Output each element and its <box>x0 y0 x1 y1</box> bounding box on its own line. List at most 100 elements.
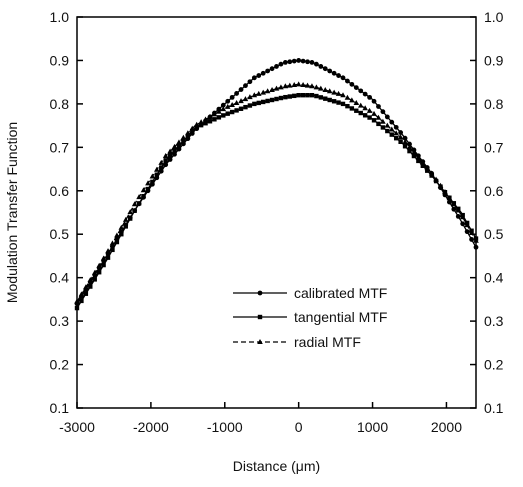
series-point <box>225 111 230 116</box>
series-point <box>398 130 404 135</box>
series-point <box>362 91 368 97</box>
series-point <box>105 248 111 254</box>
series-point <box>145 186 151 192</box>
series-point <box>398 139 403 144</box>
series-point <box>420 159 426 165</box>
series-point <box>318 85 324 91</box>
series-point <box>446 195 453 201</box>
series-point <box>416 158 421 164</box>
series-point <box>345 103 350 109</box>
series-point <box>118 224 125 230</box>
series-layer <box>74 58 479 311</box>
series-point <box>406 144 413 150</box>
series-point <box>159 165 164 170</box>
series-point <box>282 59 288 65</box>
series-point <box>393 124 399 130</box>
series-point <box>278 84 284 90</box>
y-tick-label-right: 0.6 <box>484 183 504 199</box>
series-point <box>389 132 394 137</box>
series-point <box>265 68 271 74</box>
series-tangential-mtf <box>74 93 479 311</box>
series-point <box>451 206 457 212</box>
series-point <box>221 113 226 118</box>
series-point <box>464 229 470 235</box>
series-point <box>331 89 337 95</box>
series-point <box>167 157 173 162</box>
series-point <box>451 201 457 207</box>
series-point <box>96 262 102 268</box>
series-point <box>193 121 200 127</box>
x-tick-label: -1000 <box>207 419 243 435</box>
series-point <box>229 101 235 107</box>
series-point <box>296 58 302 63</box>
plot-frame <box>76 16 477 409</box>
series-point <box>357 102 364 108</box>
series-point <box>326 88 333 94</box>
series-point <box>154 172 159 177</box>
series-point <box>216 108 222 114</box>
series-point <box>402 135 408 141</box>
series-point <box>366 107 373 113</box>
y-tick-label-left: 0.3 <box>50 313 70 329</box>
series-point <box>384 122 391 128</box>
y-tick-label-left: 0.1 <box>50 400 70 416</box>
series-point <box>74 298 80 304</box>
series-point <box>220 106 227 112</box>
series-point <box>114 239 120 245</box>
series-point <box>176 143 182 148</box>
series-point <box>171 143 178 149</box>
series-point <box>455 214 461 219</box>
series-point <box>247 94 253 100</box>
series-point <box>79 298 84 304</box>
series-point <box>109 240 116 246</box>
series-point <box>282 83 289 89</box>
y-tick-label-right: 0.4 <box>484 270 504 286</box>
series-point <box>393 130 399 136</box>
series-point <box>300 81 306 87</box>
series-point <box>429 173 434 178</box>
series-point <box>149 173 156 179</box>
series-point <box>295 81 302 87</box>
series-point <box>411 153 417 159</box>
series-point <box>158 159 165 165</box>
series-point <box>420 163 425 168</box>
series-point <box>407 148 412 154</box>
series-point <box>278 61 284 67</box>
series-radial-mtf <box>74 81 479 304</box>
y-tick-label-right: 1.0 <box>484 9 504 25</box>
y-tick-label-right: 0.8 <box>484 96 504 112</box>
series-point <box>367 115 372 120</box>
legend-label: tangential MTF <box>294 309 387 325</box>
y-tick-label-left: 0.5 <box>50 226 70 242</box>
series-point <box>172 148 177 153</box>
legend-label: calibrated MTF <box>294 285 387 301</box>
series-point <box>349 106 355 111</box>
series-point <box>234 108 239 113</box>
y-tick-label-left: 1.0 <box>50 9 70 25</box>
y-tick-label-left: 0.7 <box>50 139 70 155</box>
series-point <box>314 61 319 67</box>
series-point <box>402 139 408 145</box>
series-point <box>233 100 240 106</box>
series-point <box>234 91 240 96</box>
series-point <box>122 216 129 222</box>
series-point <box>371 110 377 116</box>
series-point <box>309 83 315 89</box>
series-point <box>243 83 248 89</box>
series-point <box>167 153 173 158</box>
series-point <box>424 165 431 171</box>
series-point <box>287 59 293 65</box>
series-point <box>96 270 102 275</box>
series-point <box>469 237 474 242</box>
series-point <box>163 158 168 163</box>
x-tick-label: -2000 <box>133 419 169 435</box>
series-point <box>194 124 199 130</box>
y-tick-label-left: 0.2 <box>50 357 70 373</box>
series-point <box>264 88 271 94</box>
series-point <box>176 139 182 145</box>
series-point <box>304 82 311 88</box>
series-point <box>300 58 306 64</box>
x-axis-title: Distance (μm) <box>233 458 320 474</box>
series-point <box>309 59 315 65</box>
series-point <box>300 93 306 98</box>
